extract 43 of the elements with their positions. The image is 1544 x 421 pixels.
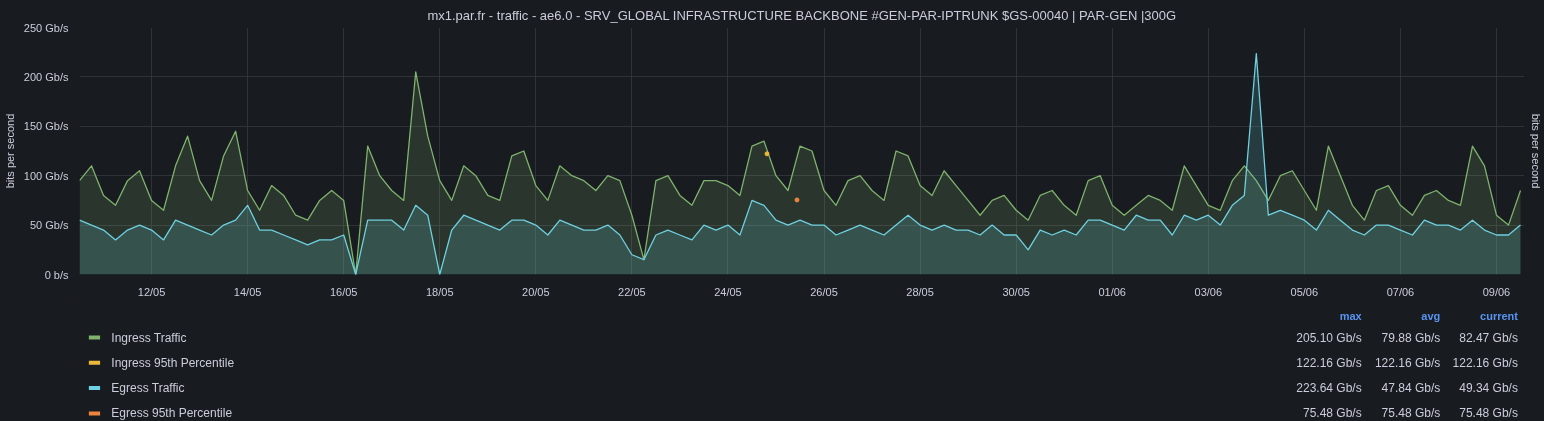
- chart-title: mx1.par.fr - traffic - ae6.0 - SRV_GLOBAL INFRASTRUCTURE BACKBONE #GEN-PAR-IPTRUNK $GS-00040 | PAR-GEN |300G: [427, 7, 1177, 23]
- legend-label: Egress Traffic: [111, 381, 185, 396]
- x-tick-label: 20/05: [522, 285, 550, 298]
- text: 122.16 Gb/s: [1374, 355, 1441, 370]
- text: 47.84 Gb/s: [1381, 381, 1441, 396]
- x-tick-label: 28/05: [906, 285, 934, 298]
- x-tick-label: 07/06: [1386, 285, 1415, 298]
- text: 49.34 Gb/s: [1459, 381, 1518, 396]
- text: 75.48 Gb/s: [1381, 406, 1441, 421]
- text: current: [1480, 309, 1519, 322]
- y-tick-label: 0 b/s: [44, 268, 69, 281]
- text: 223.64 Gb/s: [1296, 381, 1362, 396]
- legend-label: Ingress 95th Percentile: [111, 355, 235, 370]
- x-tick-label: 30/05: [1002, 285, 1030, 298]
- x-tick-label: 05/06: [1290, 285, 1319, 298]
- legend-label: Ingress Traffic: [111, 330, 187, 345]
- x-tick-label: 12/05: [137, 285, 166, 298]
- x-tick-label: 24/05: [714, 285, 742, 298]
- x-tick-label: 14/05: [233, 285, 262, 298]
- text: avg: [1421, 309, 1441, 322]
- legend-label: Egress 95th Percentile: [111, 406, 233, 421]
- x-tick-label: 01/06: [1098, 285, 1126, 298]
- x-tick-label: 18/05: [425, 285, 454, 298]
- x-tick-label: 22/05: [618, 285, 646, 298]
- y-tick-label: 250 Gb/s: [23, 21, 69, 34]
- text: 75.48 Gb/s: [1302, 406, 1362, 421]
- y-tick-label: 150 Gb/s: [23, 120, 69, 133]
- text: 75.48 Gb/s: [1459, 406, 1518, 421]
- x-tick-label: 03/06: [1194, 285, 1223, 298]
- x-tick-label: 16/05: [329, 285, 358, 298]
- y-tick-label: 200 Gb/s: [23, 70, 69, 83]
- text: max: [1339, 309, 1363, 322]
- text: 205.10 Gb/s: [1296, 330, 1362, 345]
- text: 79.88 Gb/s: [1381, 330, 1441, 345]
- y-tick-label: 100 Gb/s: [23, 169, 69, 182]
- y-axis-title: bits per second: [1529, 113, 1542, 189]
- text: 122.16 Gb/s: [1296, 355, 1362, 370]
- text: 82.47 Gb/s: [1459, 330, 1518, 345]
- x-tick-label: 26/05: [810, 285, 838, 298]
- x-tick-label: 09/06: [1482, 285, 1511, 298]
- y2-axis-title: bits per second: [3, 113, 16, 189]
- y-tick-label: 50 Gb/s: [29, 219, 69, 232]
- text: 122.16 Gb/s: [1452, 355, 1518, 370]
